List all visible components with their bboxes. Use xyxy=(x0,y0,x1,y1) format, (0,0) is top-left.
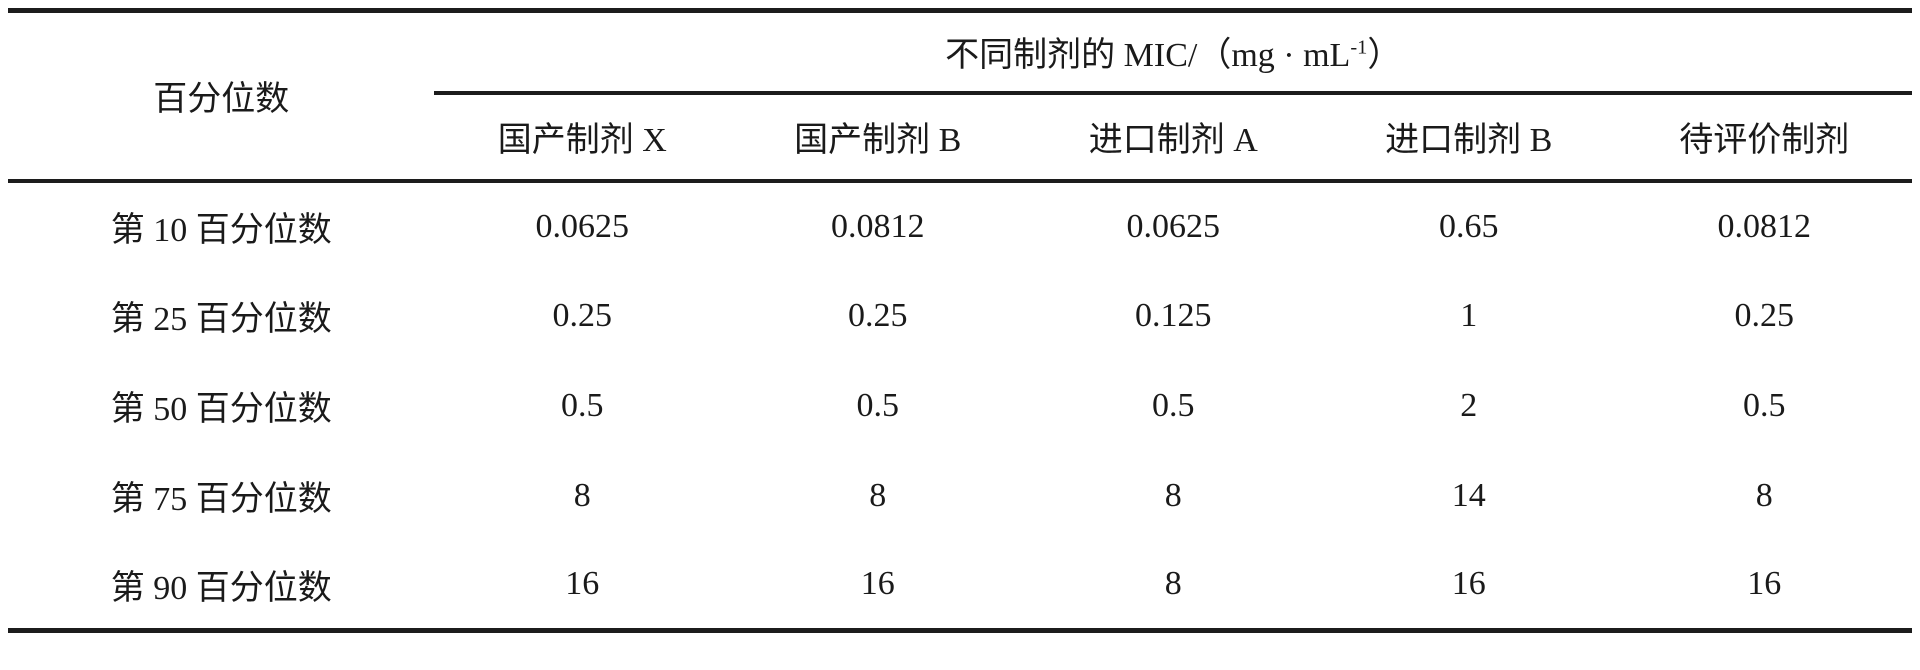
spanner-header: 不同制剂的 MIC/（mg · mL-1） xyxy=(434,8,1912,95)
mic-value-cell: 0.5 xyxy=(856,386,899,424)
mic-value-cell: 0.125 xyxy=(1134,296,1212,334)
spanner-header-row: 百分位数 不同制剂的 MIC/（mg · mL-1） xyxy=(8,8,1912,183)
col-header-imported-a: 进口制剂 A xyxy=(1025,92,1321,183)
row-label: 第 10 百分位数 xyxy=(110,212,332,249)
col-header-to-evaluate: 待评价制剂 xyxy=(1616,92,1912,183)
column-header-row: 国产制剂 X 国产制剂 B 进口制剂 A 进口制剂 B 待评价制剂 xyxy=(8,92,1912,183)
mic-value-cell: 0.5 xyxy=(1151,386,1195,424)
mic-value-cell: 0.0625 xyxy=(1126,207,1220,245)
table-row-p25: 第 25 百分位数 0.25 0.25 0.125 1 0.25 xyxy=(8,271,1912,361)
mic-value-cell: 8 xyxy=(1164,476,1182,514)
spanner-header-text: 不同制剂的 MIC/（mg · mL xyxy=(945,37,1351,75)
mic-value-cell: 0.25 xyxy=(847,296,908,334)
mic-value-cell: 1 xyxy=(1460,296,1478,334)
mic-value-cell: 0.0812 xyxy=(830,207,925,245)
row-label: 第 50 百分位数 xyxy=(110,391,332,428)
row-label: 第 25 百分位数 xyxy=(110,301,332,338)
mic-value-cell: 0.25 xyxy=(552,296,612,334)
mic-value-cell: 16 xyxy=(434,540,730,633)
mic-value-cell: 2 xyxy=(1460,386,1478,424)
mic-value-cell: 16 xyxy=(729,540,1026,633)
col-header-domestic-b: 国产制剂 B xyxy=(729,92,1026,183)
mic-value-cell: 16 xyxy=(1320,540,1617,633)
mic-value-cell: 0.5 xyxy=(1742,386,1786,424)
mic-value-cell: 8 xyxy=(869,476,887,514)
mic-value-cell: 16 xyxy=(1616,540,1912,633)
mic-value-cell: 0.25 xyxy=(1734,296,1794,334)
mic-value-cell: 0.0625 xyxy=(535,207,629,245)
row-label: 第 75 百分位数 xyxy=(110,481,332,518)
mic-percentile-table-wrap: 百分位数 不同制剂的 MIC/（mg · mL-1） 国产制剂 X 国产制剂 B… xyxy=(8,8,1912,633)
spanner-header-close-paren: ） xyxy=(1367,37,1402,75)
stub-header: 百分位数 xyxy=(8,8,435,183)
mic-value-cell: 8 xyxy=(573,476,591,514)
col-header-imported-b: 进口制剂 B xyxy=(1320,92,1617,183)
col-header-domestic-x: 国产制剂 X xyxy=(434,92,730,183)
table-row-p10: 第 10 百分位数 0.0625 0.0812 0.0625 0.65 0.08… xyxy=(8,181,1912,271)
table-row-p50: 第 50 百分位数 0.5 0.5 0.5 2 0.5 xyxy=(8,361,1912,451)
row-label: 第 90 百分位数 xyxy=(8,540,435,633)
mic-value-cell: 0.0812 xyxy=(1717,207,1811,245)
table-row-p90: 第 90 百分位数 16 16 8 16 16 xyxy=(8,540,1912,633)
mic-value-cell: 0.5 xyxy=(560,386,604,424)
mic-percentile-table: 百分位数 不同制剂的 MIC/（mg · mL-1） 国产制剂 X 国产制剂 B… xyxy=(8,8,1912,633)
mic-value-cell: 14 xyxy=(1451,476,1486,514)
mic-value-cell: 8 xyxy=(1025,540,1321,633)
mic-value-cell: 8 xyxy=(1755,476,1773,514)
table-row-p75: 第 75 百分位数 8 8 8 14 8 xyxy=(8,451,1912,541)
mic-value-cell: 0.65 xyxy=(1438,207,1499,245)
spanner-header-superscript: -1 xyxy=(1350,36,1368,59)
